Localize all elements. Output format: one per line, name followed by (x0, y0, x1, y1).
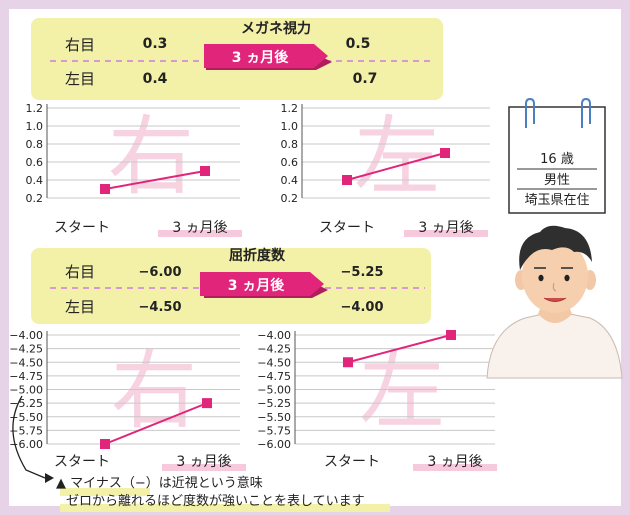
vision-arrow: 3 ヵ月後 (204, 44, 332, 70)
y-tick-label: −4.00 (9, 329, 43, 342)
series-line (104, 170, 206, 190)
y-tick-label: −5.50 (9, 411, 43, 424)
note-line-1: ▲ マイナス（−）は近視という意味 (56, 475, 263, 491)
refraction-right-before: −6.00 (139, 265, 182, 280)
data-point (100, 184, 110, 194)
y-tick-label: −4.25 (257, 343, 291, 356)
x-category-highlight (413, 464, 497, 471)
data-point (202, 398, 212, 409)
data-point (440, 148, 450, 158)
chart-right-vision: 右 1.2 1.0 0.8 0.6 0.4 0.2 スタート 3 ヵ月後 (26, 102, 242, 237)
y-tick-label: 0.8 (26, 138, 44, 151)
watermark-text: 右 (108, 107, 194, 207)
data-point (200, 166, 210, 176)
note-highlight (60, 488, 150, 496)
y-tick-label: −4.75 (257, 370, 291, 383)
vision-right-after: 0.5 (346, 36, 371, 52)
y-tick-label: 0.6 (26, 156, 44, 169)
series-line (346, 152, 446, 181)
paperclip-icon (581, 97, 591, 128)
y-tick-label: 0.6 (281, 156, 299, 169)
y-tick-label: 0.4 (26, 174, 44, 187)
watermark-text: 左 (354, 107, 440, 207)
refraction-right-label: 右目 (65, 263, 95, 281)
vision-left-label: 左目 (65, 70, 95, 88)
vision-title: メガネ視力 (241, 20, 311, 37)
series-line (104, 402, 208, 445)
note-highlight (60, 504, 390, 512)
profile-age: 16 歳 (540, 152, 574, 167)
y-tick-label: −5.25 (257, 397, 291, 410)
x-category-label: スタート (324, 454, 380, 470)
y-tick-label: 0.2 (26, 192, 44, 205)
x-category-highlight (162, 464, 246, 471)
vision-right-before: 0.3 (143, 36, 168, 52)
data-point (343, 357, 353, 368)
refraction-left-after: −4.00 (341, 300, 384, 315)
vision-arrow-label: 3 ヵ月後 (232, 49, 290, 66)
x-category-label: スタート (54, 454, 110, 470)
y-tick-label: −5.50 (257, 411, 291, 424)
note-arrowhead (45, 473, 54, 483)
vision-panel: メガネ視力 右目 左目 0.3 0.4 0.5 0.7 3 ヵ月後 (31, 18, 443, 100)
refraction-arrow: 3 ヵ月後 (200, 272, 328, 298)
y-tick-label: −6.00 (257, 438, 291, 451)
y-tick-label: −4.50 (257, 356, 291, 369)
vision-left-before: 0.4 (143, 71, 168, 87)
y-tick-label: −4.00 (257, 329, 291, 342)
y-tick-label: 0.4 (281, 174, 299, 187)
chart-left-vision: 左 1.2 1.0 0.8 0.6 0.4 0.2 スタート 3 ヵ月後 (281, 102, 490, 237)
y-tick-label: −5.00 (257, 384, 291, 397)
refraction-panel: 屈折度数 右目 左目 −6.00 −4.50 −5.25 −4.00 3 ヵ月後 (31, 247, 431, 324)
y-tick-label: −6.00 (9, 438, 43, 451)
watermark-text: 右 (111, 341, 197, 441)
y-tick-label: 1.0 (26, 120, 44, 133)
vision-right-label: 右目 (65, 36, 95, 54)
note-arrow (12, 395, 46, 479)
watermark-text: 左 (359, 341, 445, 441)
refraction-left-label: 左目 (65, 298, 95, 316)
y-tick-label: −4.75 (9, 370, 43, 383)
x-category-label: 3 ヵ月後 (418, 220, 473, 236)
x-category-label: 3 ヵ月後 (176, 454, 231, 470)
refraction-left-before: −4.50 (139, 300, 182, 315)
y-tick-label: 1.2 (281, 102, 299, 115)
x-category-highlight (158, 230, 242, 237)
refraction-title: 屈折度数 (229, 247, 286, 264)
x-category-label: スタート (54, 220, 110, 236)
profile-sex: 男性 (544, 173, 570, 188)
note-line-2: ゼロから離れるほど度数が強いことを表しています (66, 493, 365, 509)
x-category-label: スタート (319, 220, 375, 236)
vision-left-after: 0.7 (353, 71, 378, 87)
data-point (342, 175, 352, 185)
profile-card: 16 歳 男性 埼玉県在住 (508, 97, 606, 214)
y-tick-label: −5.75 (9, 424, 43, 437)
x-category-label: 3 ヵ月後 (427, 454, 482, 470)
y-tick-label: 1.2 (26, 102, 44, 115)
profile-location: 埼玉県在住 (524, 193, 589, 208)
x-category-highlight (404, 230, 488, 237)
note: ▲ マイナス（−）は近視という意味 ゼロから離れるほど度数が強いことを表していま… (12, 395, 390, 512)
chart-left-refraction: 左 −4.00−4.25−4.50−4.75−5.00−5.25−5.50−5.7… (257, 329, 497, 471)
x-category-label: 3 ヵ月後 (172, 220, 227, 236)
y-tick-label: 1.0 (281, 120, 299, 133)
y-tick-label: 0.8 (281, 138, 299, 151)
data-point (446, 330, 456, 340)
refraction-arrow-label: 3 ヵ月後 (228, 277, 286, 294)
y-tick-label: 0.2 (281, 192, 299, 205)
refraction-right-after: −5.25 (341, 265, 384, 280)
y-tick-label: −5.25 (9, 397, 43, 410)
y-tick-label: −4.25 (9, 343, 43, 356)
series-line (347, 334, 452, 364)
data-point (100, 439, 110, 449)
y-tick-label: −5.75 (257, 424, 291, 437)
chart-right-refraction: 右 −4.00−4.25−4.50−4.75−5.00−5.25−5.50−5.7… (9, 329, 246, 471)
person-illustration (486, 225, 623, 379)
y-tick-label: −4.50 (9, 356, 43, 369)
y-tick-label: −5.00 (9, 384, 43, 397)
paperclip-icon (525, 97, 535, 128)
